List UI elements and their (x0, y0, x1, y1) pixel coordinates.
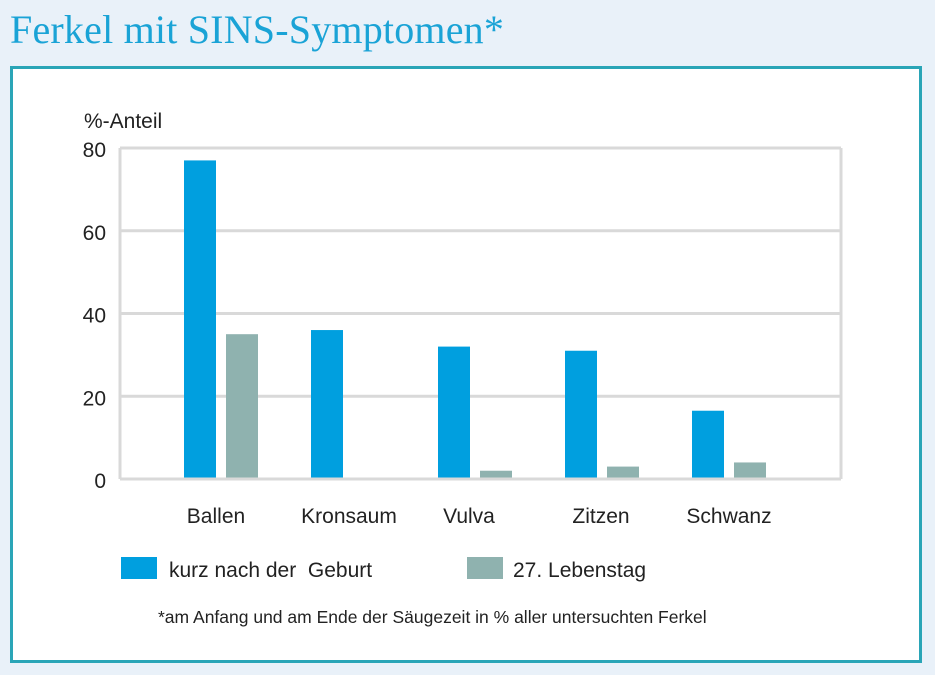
footnote: *am Anfang und am Ende der Säugezeit in … (158, 607, 707, 627)
x-tick-label: Vulva (443, 505, 495, 528)
x-tick-label: Ballen (187, 505, 245, 528)
x-tick-label: Schwanz (686, 505, 771, 528)
bar-kronsaum-series-1 (311, 330, 343, 479)
y-tick-label: 0 (94, 470, 106, 493)
y-tick-label: 60 (83, 222, 106, 245)
y-tick-label: 20 (83, 387, 106, 410)
legend-label: 27. Lebenstag (513, 559, 646, 582)
chart-title: Ferkel mit SINS-Symptomen* (10, 7, 505, 52)
legend-swatch (121, 557, 157, 579)
legend-label: kurz nach der Geburt (169, 559, 372, 582)
y-axis-label: %-Anteil (84, 110, 162, 133)
y-tick-label: 80 (83, 139, 106, 162)
bar-schwanz-series-1 (692, 410, 724, 479)
x-tick-label: Zitzen (572, 505, 629, 528)
bar-vulva-series-1 (438, 346, 470, 479)
y-tick-label: 40 (83, 305, 106, 328)
bar-schwanz-series-2 (734, 462, 766, 479)
bar-zitzen-series-1 (565, 350, 597, 479)
bar-zitzen-series-2 (607, 466, 639, 479)
bar-ballen-series-1 (184, 160, 216, 479)
x-tick-label: Kronsaum (301, 505, 397, 528)
bar-ballen-series-2 (226, 334, 258, 479)
legend-swatch (467, 557, 503, 579)
bar-vulva-series-2 (480, 470, 512, 479)
